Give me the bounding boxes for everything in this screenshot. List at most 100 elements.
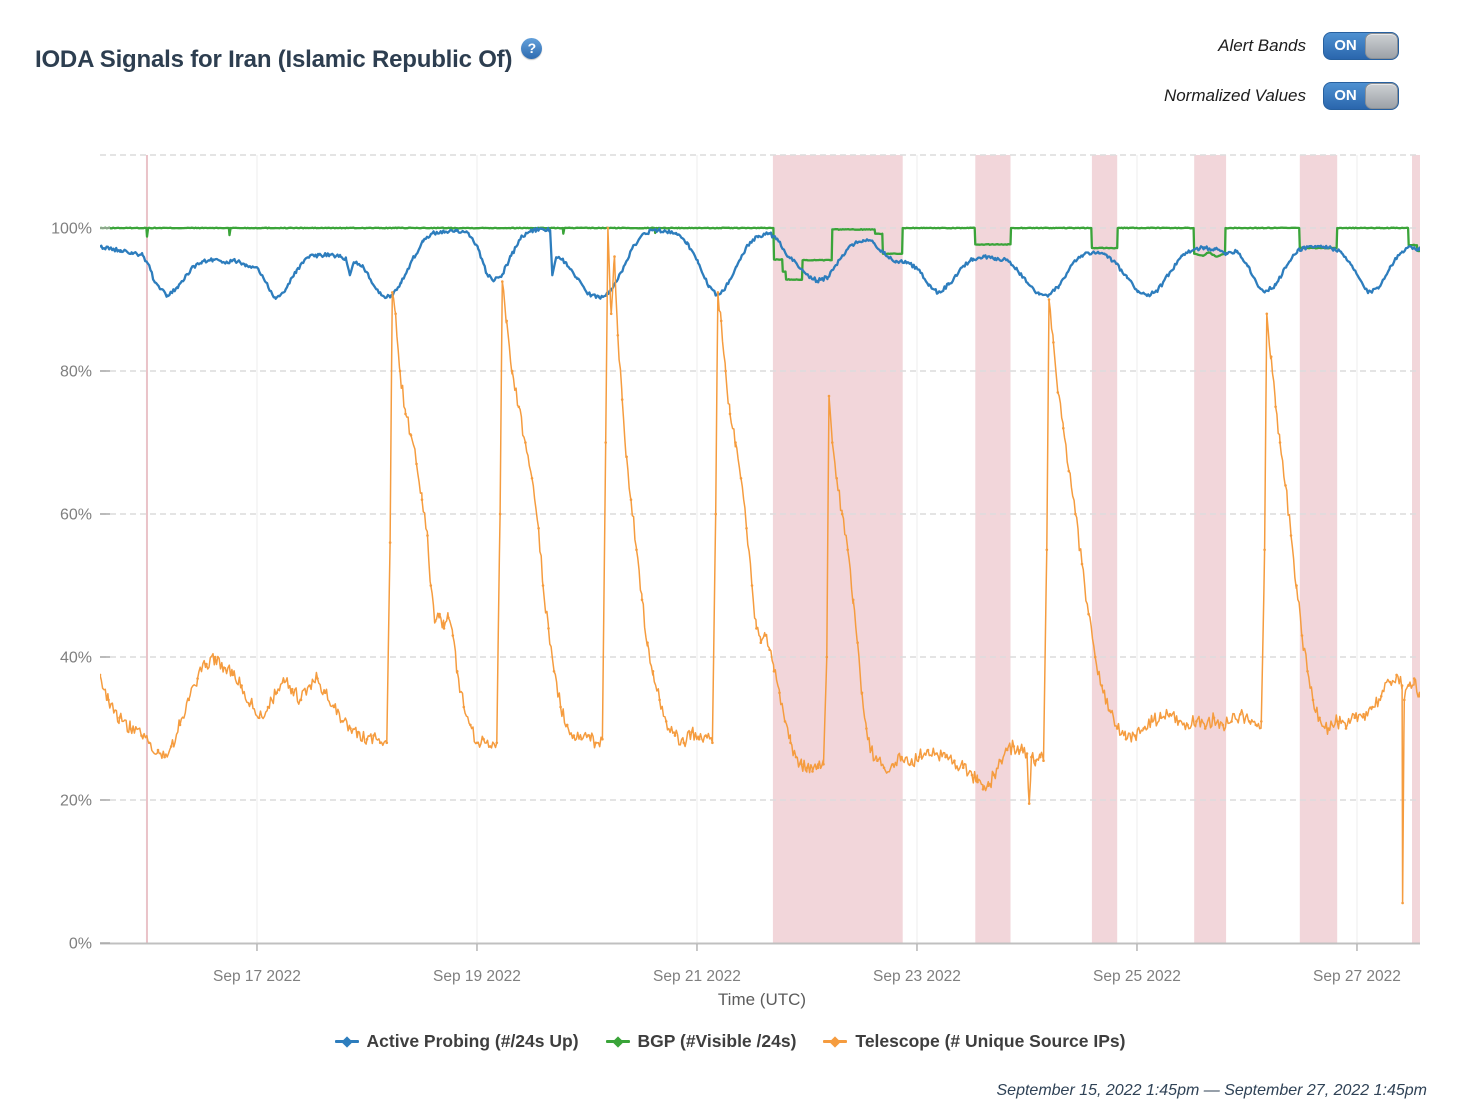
telescope-point: [714, 512, 717, 516]
telescope-point: [625, 455, 628, 459]
legend-label: Active Probing (#/24s Up): [366, 1031, 579, 1051]
telescope-point: [976, 780, 979, 784]
telescope-point: [606, 226, 610, 230]
x-axis-title: Time (UTC): [717, 990, 807, 1009]
telescope-point: [1335, 720, 1339, 723]
chart-plot-area[interactable]: [100, 155, 1420, 943]
telescope-point: [505, 319, 509, 323]
telescope-point: [697, 737, 701, 741]
telescope-point: [1289, 534, 1293, 537]
telescope-point: [341, 720, 345, 723]
toggle-knob: [1365, 33, 1398, 59]
telescope-point: [316, 677, 319, 680]
telescope-point: [433, 620, 437, 623]
normalized-values-toggle[interactable]: ON: [1323, 82, 1399, 110]
legend-item-telescope[interactable]: Telescope (# Unique Source IPs): [823, 1031, 1125, 1052]
telescope-point: [856, 641, 859, 644]
alert-band: [1194, 155, 1227, 943]
telescope-point: [711, 741, 714, 745]
telescope-point: [1042, 759, 1045, 762]
telescope-point: [385, 741, 389, 745]
telescope-point: [750, 584, 754, 587]
legend-item-active-probing[interactable]: Active Probing (#/24s Up): [334, 1031, 579, 1052]
telescope-point: [1284, 484, 1287, 487]
telescope-point: [620, 398, 624, 401]
telescope-point: [816, 766, 820, 770]
toggle-panel: Alert Bands ON Normalized Values ON: [1164, 32, 1399, 132]
telescope-point: [835, 477, 838, 480]
telescope-point: [1019, 748, 1022, 752]
active-probing-marker-icon: [334, 1035, 359, 1048]
telescope-point: [745, 527, 748, 530]
telescope-point: [517, 405, 521, 409]
telescope-point: [1074, 512, 1077, 516]
telescope-point: [869, 748, 873, 752]
telescope-point: [222, 666, 226, 669]
chart-legend: Active Probing (#/24s Up) BGP (#Visible …: [0, 1031, 1460, 1052]
telescope-point: [629, 498, 633, 502]
y-tick-label: 100%: [51, 221, 92, 238]
telescope-point: [388, 541, 392, 544]
telescope-point: [1260, 720, 1263, 723]
telescope-point: [831, 441, 834, 444]
telescope-point: [394, 312, 397, 316]
telescope-point: [944, 755, 947, 759]
telescope-point: [398, 369, 402, 373]
telescope-point: [1311, 698, 1315, 702]
legend-item-bgp[interactable]: BGP (#Visible /24s): [605, 1031, 796, 1052]
telescope-point: [1239, 712, 1242, 716]
telescope-point: [1151, 720, 1154, 723]
telescope-point: [690, 730, 693, 734]
telescope-point: [1403, 698, 1406, 702]
telescope-point: [541, 584, 545, 587]
telescope-point: [891, 763, 895, 766]
telescope-point: [1062, 426, 1065, 430]
telescope-point: [1344, 727, 1348, 730]
telescope-point: [664, 720, 668, 723]
telescope-point: [498, 512, 502, 516]
telescope-point: [1362, 712, 1365, 716]
telescope-point: [981, 788, 985, 791]
telescope-point: [426, 534, 429, 537]
telescope-point: [1295, 584, 1298, 587]
telescope-point: [865, 727, 868, 730]
telescope-point: [290, 687, 294, 691]
telescope-point: [704, 734, 708, 737]
telescope-point: [635, 548, 638, 552]
telescope-point: [1278, 441, 1282, 444]
date-range-label: September 15, 2022 1:45pm — September 27…: [996, 1082, 1428, 1099]
telescope-point: [378, 741, 382, 745]
telescope-point: [794, 755, 798, 759]
telescope-point: [163, 755, 166, 759]
alert-band: [772, 155, 903, 943]
telescope-point: [429, 584, 433, 587]
telescope-point: [1067, 469, 1071, 473]
telescope-point: [147, 741, 151, 745]
telescope-point: [860, 691, 864, 695]
x-tick-label: Sep 25 2022: [1093, 968, 1181, 985]
telescope-point: [1093, 655, 1097, 659]
alert-bands-toggle-state: ON: [1334, 37, 1357, 54]
telescope-point: [447, 616, 450, 619]
telescope-point: [391, 291, 394, 294]
telescope-point: [372, 734, 375, 737]
page-title-text: IODA Signals for Iran (Islamic Republic …: [35, 46, 513, 73]
telescope-point: [1371, 705, 1374, 709]
telescope-point: [646, 641, 649, 644]
telescope-point: [900, 755, 903, 759]
telescope-point: [882, 766, 886, 770]
telescope-point: [156, 748, 160, 752]
telescope-point: [349, 727, 352, 730]
telescope-point: [759, 641, 763, 644]
telescope-point: [789, 741, 792, 745]
telescope-point: [323, 691, 327, 695]
telescope-point: [613, 255, 616, 258]
telescope-point: [800, 763, 803, 766]
telescope-point: [213, 655, 217, 659]
help-icon[interactable]: ?: [521, 38, 543, 59]
telescope-point: [992, 773, 996, 777]
alert-bands-toggle[interactable]: ON: [1323, 32, 1399, 60]
telescope-point: [805, 766, 809, 770]
normalized-values-toggle-label: Normalized Values: [1163, 86, 1306, 105]
